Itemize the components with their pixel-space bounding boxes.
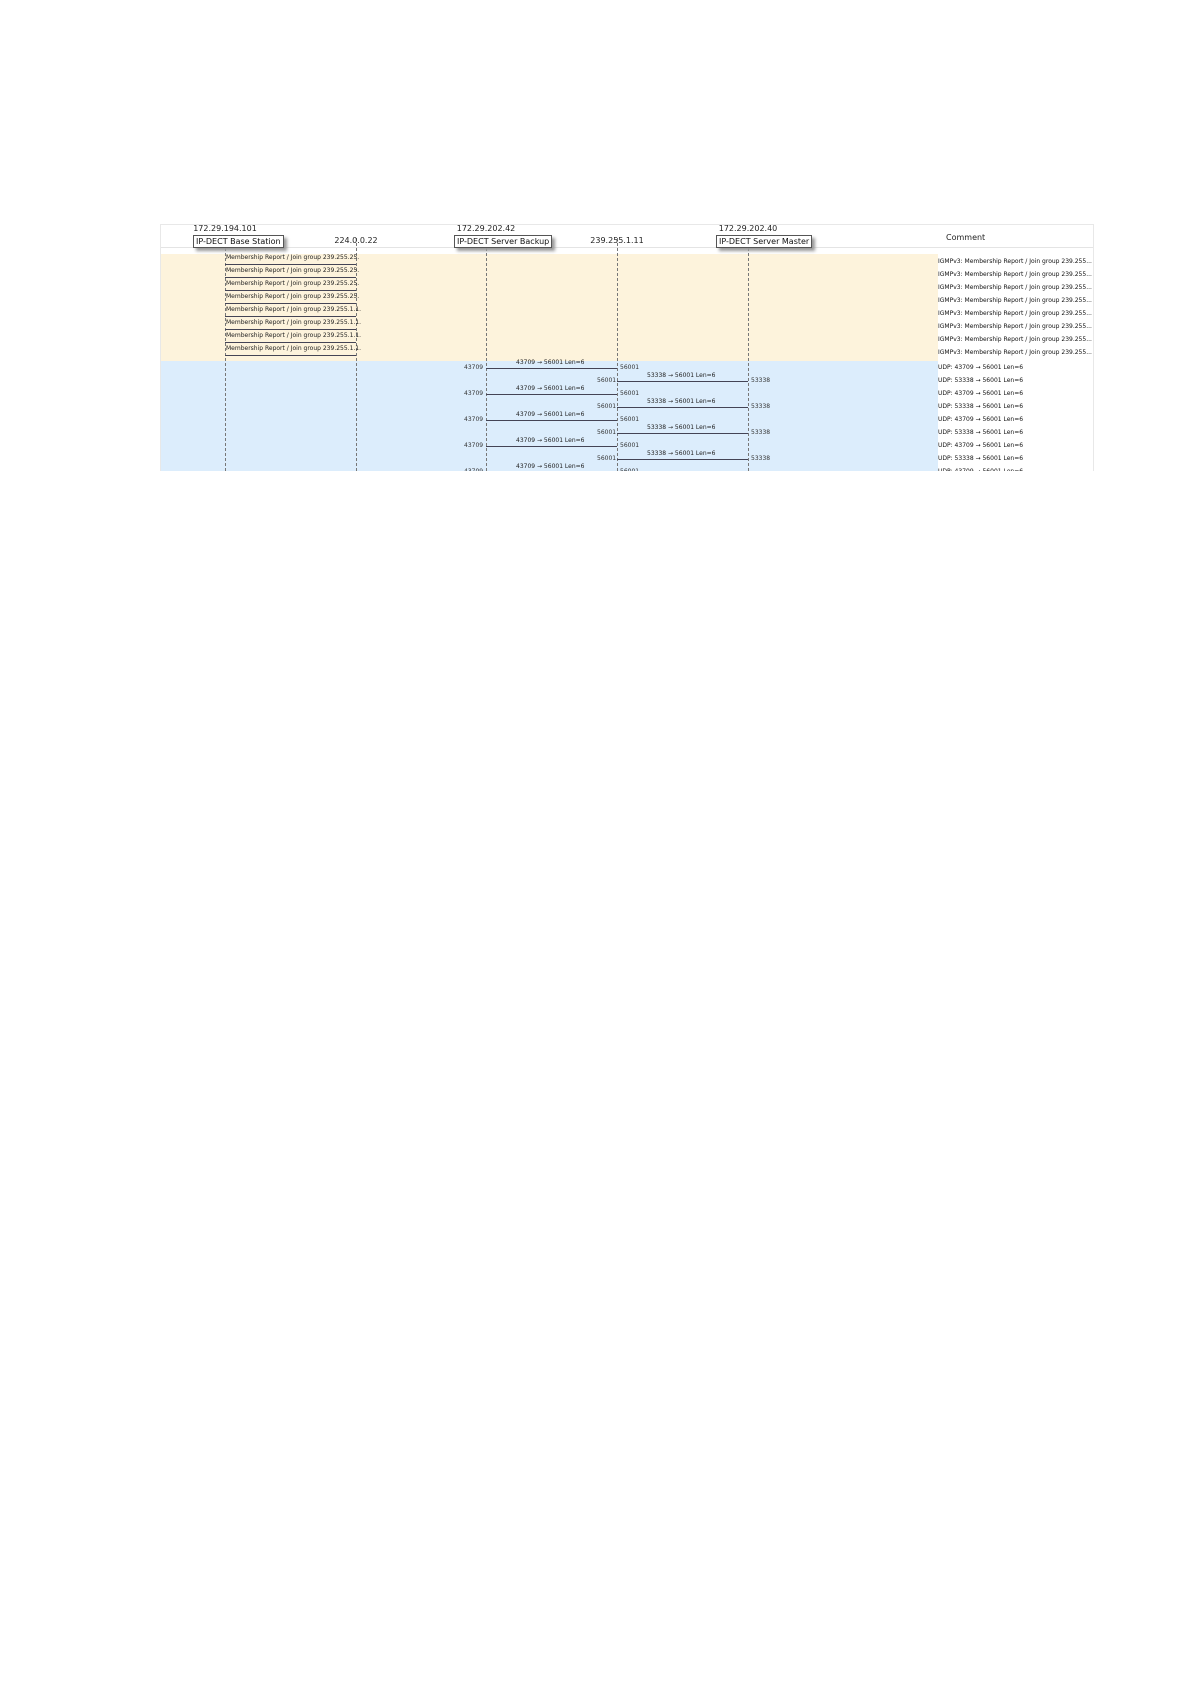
igmp-arrow[interactable] xyxy=(225,329,356,330)
udp-message-label: 53338 → 56001 Len=6 xyxy=(647,424,716,431)
node-name-box[interactable]: IP-DECT Server Master xyxy=(716,235,813,248)
src-port: 43709 xyxy=(464,416,484,423)
comment-cell[interactable]: UDP: 53338 → 56001 Len=6 xyxy=(938,429,1024,436)
igmp-message-label[interactable]: Membership Report / Join group 239.255.2… xyxy=(226,254,360,261)
lifeline xyxy=(486,238,487,471)
comment-cell[interactable]: UDP: 53338 → 56001 Len=6 xyxy=(938,403,1024,410)
lifeline xyxy=(356,238,357,471)
dst-port: 56001 xyxy=(620,390,640,397)
src-port: 43709 xyxy=(464,468,483,471)
udp-message-label: 43709 → 56001 Len=6 xyxy=(516,385,585,392)
udp-arrow-left[interactable] xyxy=(617,459,748,460)
udp-arrow-right[interactable] xyxy=(486,394,617,395)
udp-arrow-right[interactable] xyxy=(486,420,617,421)
udp-message-label: 53338 → 56001 Len=6 xyxy=(647,398,716,405)
udp-message-label: 53338 → 56001 Len=6 xyxy=(647,450,716,457)
igmp-arrow[interactable] xyxy=(225,264,356,265)
igmp-message-label[interactable]: Membership Report / Join group 239.255.2… xyxy=(226,267,360,274)
udp-message-label: 43709 → 56001 Len=6 xyxy=(516,437,585,444)
comment-cell[interactable]: UDP: 53338 → 56001 Len=6 xyxy=(938,455,1024,462)
comment-cell[interactable]: IGMPv3: Membership Report / Join group 2… xyxy=(938,310,1092,317)
node-ip: 172.29.202.42 xyxy=(456,224,516,233)
udp-arrow-left[interactable] xyxy=(617,381,748,382)
igmp-message-label[interactable]: Membership Report / Join group 239.255.1… xyxy=(226,332,362,339)
flow-graph[interactable]: Comment 172.29.194.101 IP-DECT Base Stati… xyxy=(160,224,1094,471)
udp-arrow-right[interactable] xyxy=(486,368,617,369)
comment-cell[interactable]: UDP: 43709 → 56001 Len=6 xyxy=(938,442,1024,449)
comment-cell[interactable]: IGMPv3: Membership Report / Join group 2… xyxy=(938,297,1092,304)
igmp-message-label[interactable]: Membership Report / Join group 239.255.1… xyxy=(226,319,362,326)
node-ip: 172.29.202.40 xyxy=(718,224,778,233)
igmp-message-label[interactable]: Membership Report / Join group 239.255.1… xyxy=(226,345,362,352)
header-divider xyxy=(161,247,1093,248)
dst-port: 56001 xyxy=(597,403,617,410)
dst-port: 56001 xyxy=(597,377,617,384)
comment-cell[interactable]: IGMPv3: Membership Report / Join group 2… xyxy=(938,349,1092,356)
igmp-arrow[interactable] xyxy=(225,290,356,291)
dst-port: 56001 xyxy=(597,455,617,462)
dst-port: 56001 xyxy=(620,416,640,423)
dst-port: 56001 xyxy=(620,364,640,371)
lifeline xyxy=(617,238,618,471)
udp-message-label: 43709 → 56001 Len=6 xyxy=(516,411,585,418)
udp-arrow-left[interactable] xyxy=(617,407,748,408)
igmp-message-label[interactable]: Membership Report / Join group 239.255.2… xyxy=(226,293,360,300)
comment-cell[interactable]: IGMPv3: Membership Report / Join group 2… xyxy=(938,284,1092,291)
node-name-box[interactable]: IP-DECT Base Station xyxy=(193,235,284,248)
igmp-message-label[interactable]: Membership Report / Join group 239.255.1… xyxy=(226,306,362,313)
lifeline xyxy=(748,238,749,471)
comment-cell[interactable]: IGMPv3: Membership Report / Join group 2… xyxy=(938,336,1092,343)
comment-cell[interactable]: IGMPv3: Membership Report / Join group 2… xyxy=(938,271,1092,278)
igmp-band xyxy=(161,254,938,361)
node-ip: 239.255.1.11 xyxy=(590,236,644,245)
igmp-message-label[interactable]: Membership Report / Join group 239.255.2… xyxy=(226,280,360,287)
src-port: 43709 xyxy=(464,390,484,397)
node-ip: 224.0.0.22 xyxy=(334,236,378,245)
src-port: 43709 xyxy=(464,364,484,371)
udp-arrow-left[interactable] xyxy=(617,433,748,434)
comment-cell[interactable]: UDP: 43709 → 56001 Len=6 xyxy=(938,364,1024,371)
igmp-arrow[interactable] xyxy=(225,316,356,317)
udp-arrow-right[interactable] xyxy=(486,446,617,447)
src-port: 53338 xyxy=(751,377,771,384)
comment-cell[interactable]: UDP: 43709 → 56001 Len=6 xyxy=(938,468,1023,471)
udp-message-label: 53338 → 56001 Len=6 xyxy=(647,372,716,379)
src-port: 43709 xyxy=(464,442,484,449)
comment-cell[interactable]: IGMPv3: Membership Report / Join group 2… xyxy=(938,258,1092,265)
udp-message-label: 43709 → 56001 Len=6 xyxy=(516,359,585,366)
comment-cell[interactable]: UDP: 43709 → 56001 Len=6 xyxy=(938,390,1024,397)
node-name-box[interactable]: IP-DECT Server Backup xyxy=(454,235,553,248)
comment-cell[interactable]: IGMPv3: Membership Report / Join group 2… xyxy=(938,323,1092,330)
igmp-arrow[interactable] xyxy=(225,355,356,356)
dst-port: 56001 xyxy=(620,468,639,471)
comment-cell[interactable]: UDP: 53338 → 56001 Len=6 xyxy=(938,377,1024,384)
src-port: 53338 xyxy=(751,429,771,436)
udp-message-label: 43709 → 56001 Len=6 xyxy=(516,463,585,470)
comment-header: Comment xyxy=(946,233,986,242)
node-ip: 172.29.194.101 xyxy=(193,224,257,233)
lifeline xyxy=(225,238,226,471)
src-port: 53338 xyxy=(751,455,771,462)
src-port: 53338 xyxy=(751,403,771,410)
dst-port: 56001 xyxy=(597,429,617,436)
udp-band xyxy=(161,361,938,471)
igmp-arrow[interactable] xyxy=(225,342,356,343)
igmp-arrow[interactable] xyxy=(225,303,356,304)
igmp-arrow[interactable] xyxy=(225,277,356,278)
dst-port: 56001 xyxy=(620,442,640,449)
comment-cell[interactable]: UDP: 43709 → 56001 Len=6 xyxy=(938,416,1024,423)
